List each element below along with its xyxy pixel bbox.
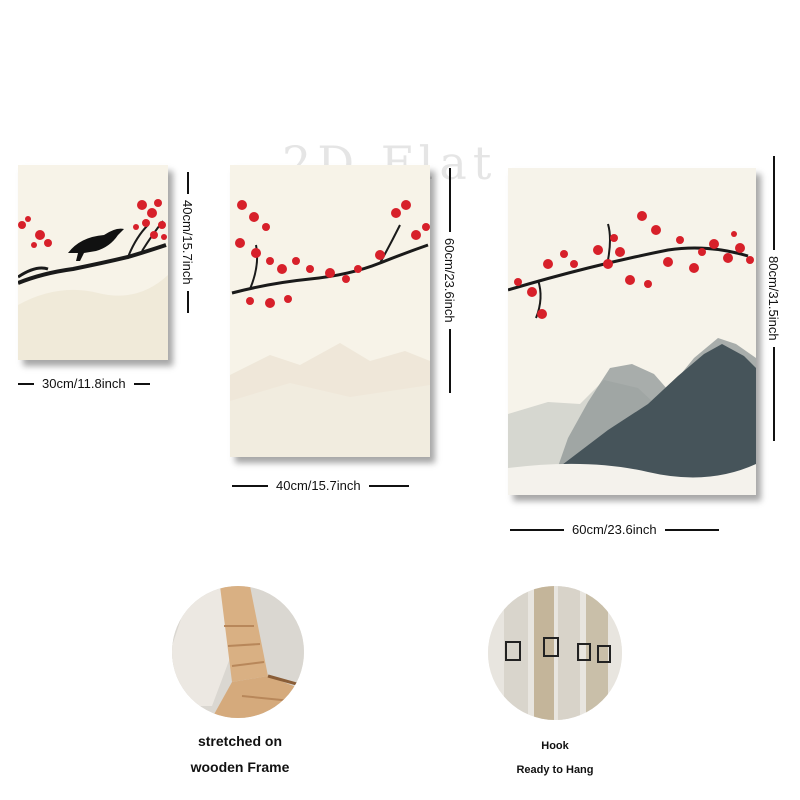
frame-caption: stretched on wooden Frame — [160, 728, 320, 780]
plum-blossom-branch-artwork — [230, 165, 430, 457]
canvas-panel-small — [18, 165, 168, 360]
width-label-small: 30cm/11.8inch — [42, 376, 126, 391]
height-label-small: 40cm/15.7inch — [180, 200, 195, 285]
dimension-height-medium: 60cm/23.6inch — [442, 168, 457, 393]
hook-caption-line2: Ready to Hang — [516, 764, 594, 776]
dimension-height-large: 80cm/31.5inch — [766, 156, 781, 441]
wooden-frame-icon — [172, 586, 304, 718]
hook-caption: Hook Ready to Hang — [480, 734, 630, 782]
frame-caption-line1: stretched on — [197, 733, 282, 749]
width-label-large: 60cm/23.6inch — [572, 522, 657, 537]
frame-caption-line2: wooden Frame — [190, 759, 290, 775]
dimension-height-small: 40cm/15.7inch — [180, 172, 195, 313]
canvas-panel-medium — [230, 165, 430, 457]
height-label-large: 80cm/31.5inch — [766, 256, 781, 341]
wooden-frame-photo — [172, 586, 304, 718]
hook-photo — [488, 586, 622, 720]
canvas-panel-large — [508, 168, 756, 495]
dimension-width-large: 60cm/23.6inch — [510, 522, 719, 537]
plum-blossom-bird-artwork — [18, 165, 168, 360]
dimension-width-medium: 40cm/15.7inch — [232, 478, 409, 493]
width-label-medium: 40cm/15.7inch — [276, 478, 361, 493]
hook-caption-line1: Hook — [541, 740, 569, 752]
plum-blossom-mountain-artwork — [508, 168, 756, 495]
hook-icon — [488, 586, 622, 720]
height-label-medium: 60cm/23.6inch — [442, 238, 457, 323]
dimension-width-small: 30cm/11.8inch — [18, 376, 150, 391]
